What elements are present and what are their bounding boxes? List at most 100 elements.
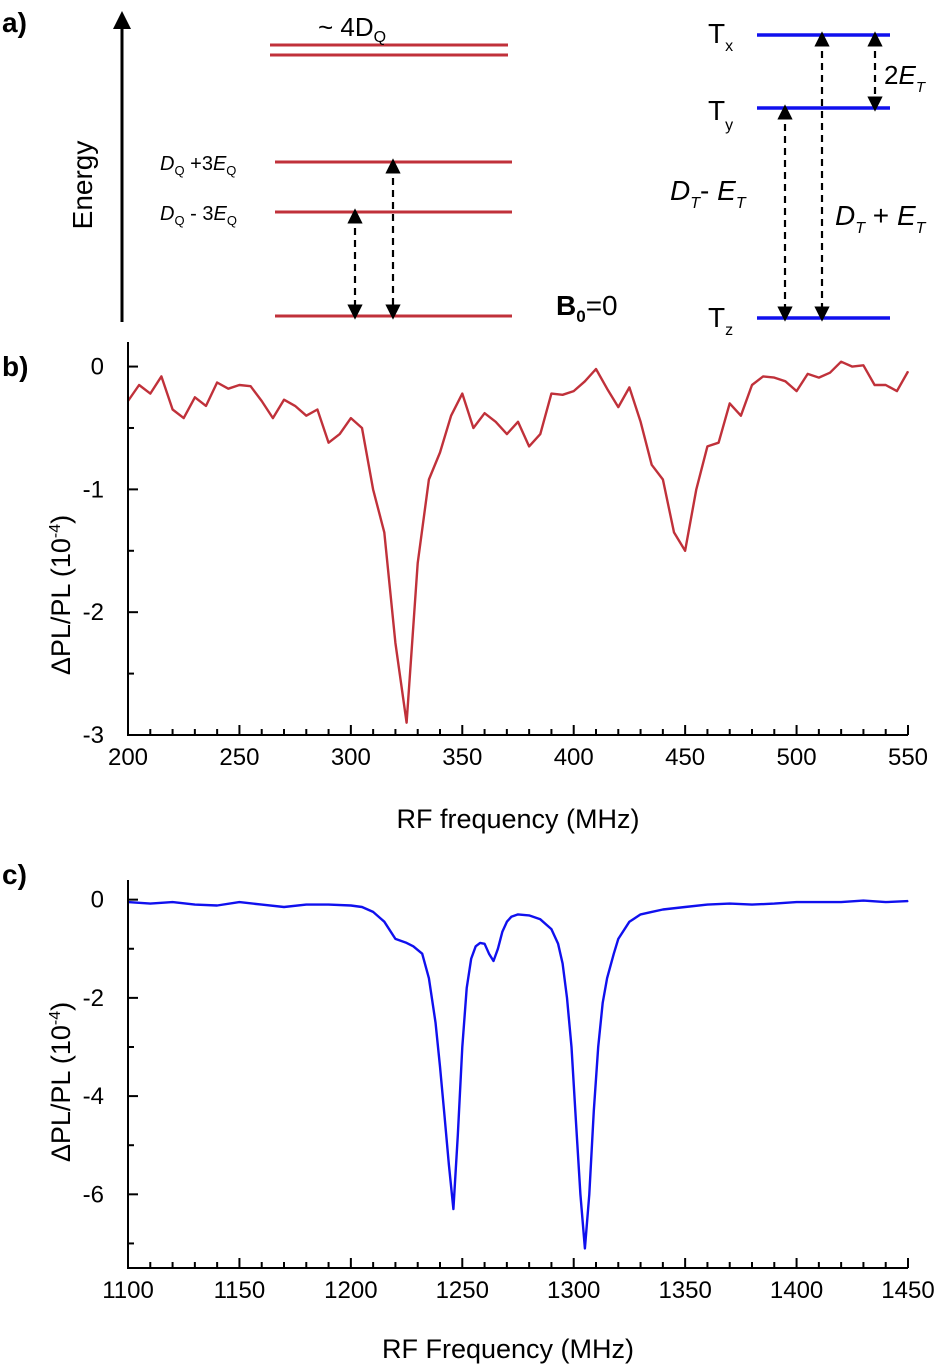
data-point <box>484 943 486 945</box>
data-point <box>907 370 909 373</box>
chart-b-x-axis-title: RF frequency (MHz) <box>396 804 639 834</box>
data-point <box>205 405 207 407</box>
two-e-label: 2ET <box>884 60 927 96</box>
quintet-upper-label: DQ +3EQ <box>160 153 236 178</box>
data-point <box>528 914 530 917</box>
data-point <box>417 562 419 564</box>
data-point <box>885 901 887 903</box>
data-point <box>216 381 218 384</box>
data-point <box>628 386 631 388</box>
data-point <box>562 394 564 396</box>
data-point <box>885 384 887 386</box>
data-point <box>350 417 352 419</box>
data-point <box>706 904 709 906</box>
data-point <box>588 1193 590 1195</box>
data-point <box>439 451 441 454</box>
data-point <box>461 393 463 395</box>
data-point <box>840 361 842 363</box>
data-point <box>261 904 263 906</box>
data-point <box>851 366 853 368</box>
data-point <box>283 906 285 908</box>
series-line <box>127 899 909 1250</box>
chart-b-marks <box>127 360 910 724</box>
data-point <box>305 415 307 417</box>
chart-c-axes <box>127 880 908 1269</box>
data-point <box>448 1164 450 1166</box>
data-point <box>501 931 503 933</box>
data-point <box>539 433 541 435</box>
y-tick-label: -4 <box>83 1083 104 1110</box>
data-point <box>261 400 263 402</box>
x-tick-label: 1300 <box>547 1277 600 1304</box>
data-point <box>172 408 174 411</box>
data-point <box>579 1193 582 1195</box>
x-tick-label: 1100 <box>102 1277 154 1304</box>
zero-field-label: B0=0 <box>556 290 618 326</box>
data-point <box>595 368 597 370</box>
triplet-levels <box>757 33 890 320</box>
data-point <box>457 1134 459 1136</box>
data-point <box>194 396 196 398</box>
data-point <box>283 399 285 401</box>
data-point <box>361 427 363 429</box>
y-tick-label: 0 <box>91 887 104 914</box>
y-tick-label: -2 <box>83 985 104 1012</box>
chart-b: b) 200 250 300 350 400 450 500 550 0 -1 -2 -3 RF fr… <box>2 342 928 834</box>
data-point <box>466 987 468 989</box>
data-point <box>874 384 876 386</box>
data-point <box>443 1115 446 1117</box>
data-point <box>862 364 865 366</box>
data-point <box>584 380 586 382</box>
data-point <box>773 377 775 379</box>
triplet-ty-label: Ty <box>708 95 733 134</box>
data-point <box>383 921 385 923</box>
data-point <box>149 903 151 905</box>
data-point <box>896 390 898 392</box>
data-point <box>428 977 430 979</box>
data-point <box>339 433 341 435</box>
x-tick-label: 350 <box>442 744 482 771</box>
data-point <box>807 373 809 375</box>
data-point <box>751 384 753 386</box>
data-point <box>439 1066 441 1068</box>
data-point <box>227 388 229 390</box>
data-point <box>706 445 709 447</box>
data-point <box>138 384 140 386</box>
data-point <box>640 913 642 916</box>
energy-axis-label: Energy <box>67 141 98 230</box>
y-tick-label: -3 <box>83 722 104 749</box>
data-point <box>506 433 508 435</box>
data-point <box>550 393 553 395</box>
data-point <box>421 953 423 955</box>
data-point <box>450 415 452 417</box>
data-point <box>684 906 686 908</box>
data-point <box>796 390 798 392</box>
data-point <box>461 1046 463 1048</box>
data-point <box>294 405 296 407</box>
data-point <box>475 945 477 947</box>
panel-a-label: a) <box>2 7 27 38</box>
data-point <box>250 385 252 387</box>
data-point <box>361 906 363 908</box>
chart-b-y-axis-title: ΔPL/PL (10-4) <box>46 515 76 675</box>
chart-c-x-axis-title: RF Frequency (MHz) <box>382 1334 634 1364</box>
data-point <box>673 531 675 534</box>
data-point <box>305 904 307 906</box>
data-point <box>606 388 608 390</box>
x-tick-label: 500 <box>777 744 817 771</box>
triplet-tz-label: Tz <box>708 302 733 339</box>
data-point <box>593 1110 595 1112</box>
data-point <box>773 903 775 905</box>
data-point <box>316 408 318 411</box>
data-point <box>172 901 174 903</box>
data-point <box>617 938 619 940</box>
data-point <box>510 916 512 918</box>
data-point <box>539 918 541 920</box>
data-point <box>740 415 742 417</box>
data-point <box>662 908 664 911</box>
data-point <box>662 478 664 481</box>
data-point <box>907 900 909 902</box>
x-tick-label: 1400 <box>770 1277 823 1304</box>
data-point <box>818 377 820 379</box>
data-point <box>406 942 408 944</box>
